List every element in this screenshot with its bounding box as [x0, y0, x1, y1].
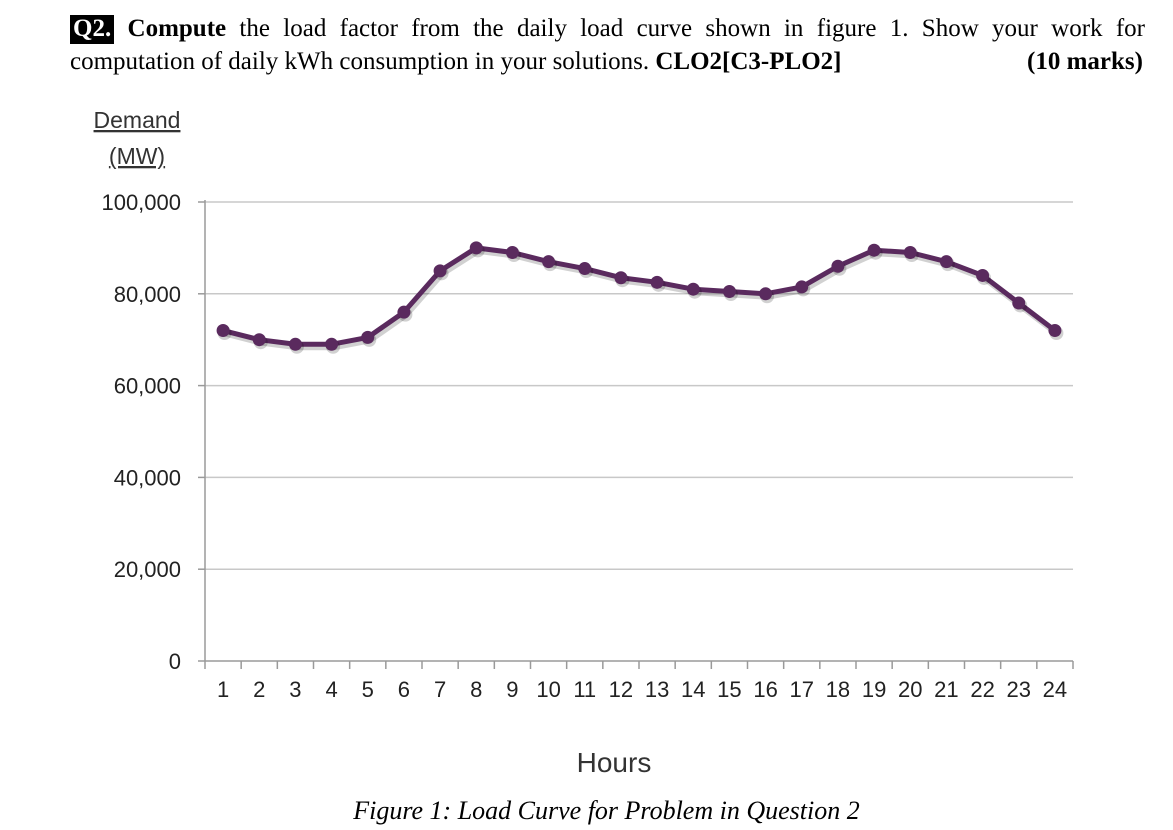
figure-caption: Figure 1: Load Curve for Problem in Ques…: [353, 796, 860, 825]
x-tick-label: 5: [362, 677, 374, 702]
y-tick-label: 60,000: [114, 374, 181, 399]
y-tick-label: 80,000: [114, 282, 181, 307]
gridlines: [205, 201, 1073, 570]
x-tick-label: 14: [681, 677, 705, 702]
data-point: [325, 337, 339, 351]
x-tick-label: 7: [434, 677, 446, 702]
x-tick-labels: 1 2 3 4 5 6 7 8 9 10 11 12 13 14 15 16 17 18 19 20 21 22 23 24: [217, 677, 1067, 702]
data-point: [397, 305, 411, 319]
question-clo: CLO2[C3-PLO2]: [655, 48, 842, 75]
x-tick-label: 24: [1043, 677, 1067, 702]
x-tick-label: 13: [645, 677, 669, 702]
question-line-2: computation of daily kWh consumption in …: [70, 45, 1145, 78]
x-tick-label: 15: [717, 677, 741, 702]
y-tick-label: 20,000: [114, 557, 181, 582]
x-tick-label: 4: [325, 677, 337, 702]
x-tick-label: 8: [470, 677, 482, 702]
question-line-1: Q2. Compute the load factor from the dai…: [70, 12, 1145, 45]
data-point: [578, 262, 592, 276]
y-tick-label: 0: [169, 649, 181, 674]
question-lead: Compute: [127, 15, 227, 42]
data-point: [252, 333, 266, 347]
demand-series: [216, 241, 1064, 354]
x-tick-label: 6: [398, 677, 410, 702]
y-axis-label-line2: (MW): [109, 143, 165, 169]
y-tick-labels: 0 20,000 40,000 60,000 80,000 100,000: [101, 190, 181, 674]
x-tick-label: 2: [253, 677, 265, 702]
y-axis-label-line1: Demand: [94, 107, 181, 133]
data-point: [903, 245, 917, 259]
data-point: [469, 241, 483, 255]
x-tick-label: 12: [609, 677, 633, 702]
question-text-1: the load factor from the daily load curv…: [226, 15, 1146, 42]
data-point: [542, 255, 556, 269]
x-tick-label: 10: [536, 677, 560, 702]
x-tick-label: 19: [862, 677, 886, 702]
data-point: [505, 245, 519, 259]
x-tick-label: 23: [1007, 677, 1031, 702]
data-point: [722, 285, 736, 299]
x-tick-label: 20: [898, 677, 922, 702]
data-point: [831, 259, 845, 273]
data-point: [1012, 296, 1026, 310]
data-point: [686, 282, 700, 296]
y-tick-label: 100,000: [101, 190, 181, 215]
x-tick-label: 16: [753, 677, 777, 702]
x-tick-label: 9: [506, 677, 518, 702]
data-point: [976, 268, 990, 282]
series-line-shadow: [224, 247, 1059, 351]
data-point: [614, 271, 628, 285]
x-tick-label: 17: [790, 677, 814, 702]
x-tick-label: 22: [970, 677, 994, 702]
data-point: [759, 287, 773, 301]
data-point: [1048, 324, 1062, 338]
data-point: [939, 255, 953, 269]
x-axis-label: Hours: [577, 747, 652, 778]
data-point: [433, 264, 447, 278]
x-tick-label: 21: [934, 677, 958, 702]
x-tick-label: 1: [217, 677, 229, 702]
x-tick-label: 11: [573, 677, 596, 702]
question-text-2: computation of daily kWh consumption in …: [70, 48, 656, 75]
x-tick-label: 3: [289, 677, 301, 702]
data-point: [361, 330, 375, 344]
question-marks: (10 marks): [1027, 48, 1143, 75]
data-point: [216, 324, 230, 338]
data-point: [288, 337, 302, 351]
data-point: [867, 243, 881, 257]
x-tick-label: 18: [826, 677, 850, 702]
y-tick-label: 40,000: [114, 465, 181, 490]
data-point: [650, 275, 664, 289]
axes: [198, 200, 1074, 669]
question-text: Q2. Compute the load factor from the dai…: [70, 12, 1145, 78]
question-number: Q2.: [70, 15, 115, 44]
data-point: [795, 280, 809, 294]
